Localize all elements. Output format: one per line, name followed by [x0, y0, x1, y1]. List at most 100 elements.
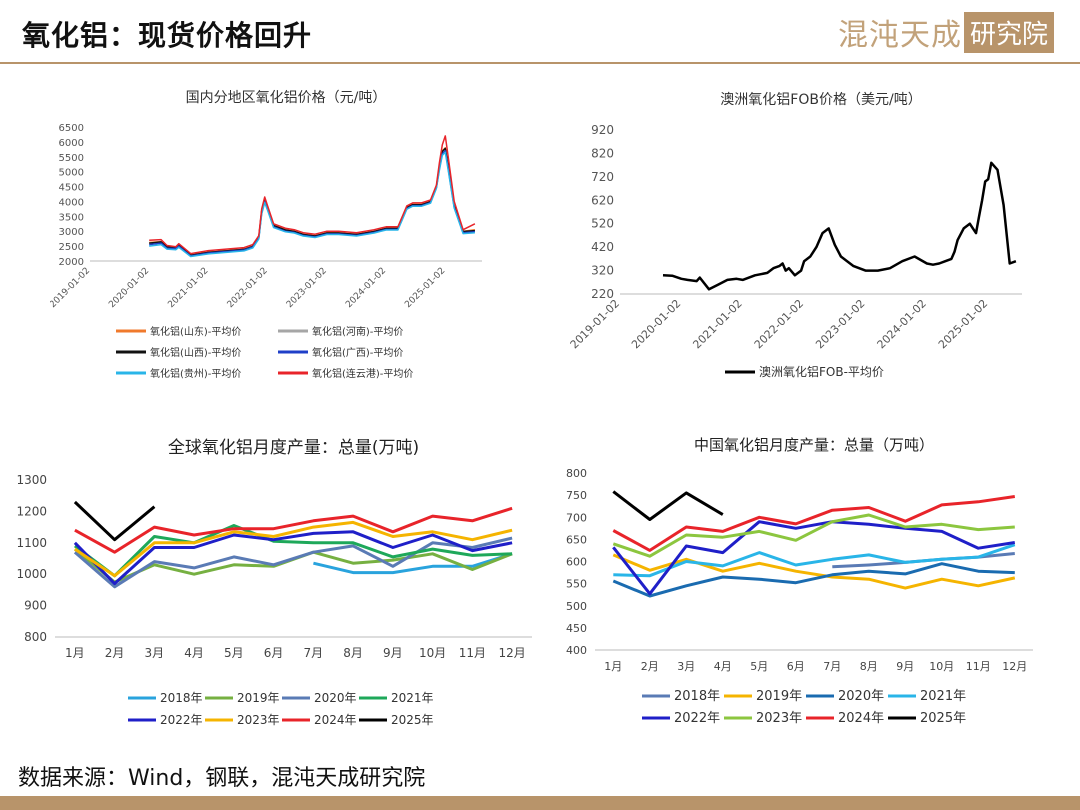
legend-label: 2022年 [160, 713, 203, 727]
y-tick-label: 6000 [59, 138, 84, 149]
series-line [662, 161, 1017, 291]
y-tick-label: 520 [591, 217, 614, 231]
y-tick-label: 800 [24, 630, 47, 644]
series-line [149, 150, 475, 257]
x-tick-label: 5月 [224, 646, 244, 660]
x-tick-label: 11月 [966, 660, 991, 673]
series-line [612, 520, 1016, 596]
y-tick-label: 900 [24, 599, 47, 613]
y-tick-label: 920 [591, 123, 614, 137]
x-tick-label: 2021-01-02 [166, 266, 210, 310]
x-tick-label: 6月 [787, 660, 805, 673]
series-line [73, 524, 513, 578]
x-tick-label: 12月 [498, 646, 525, 660]
x-tick-label: 7月 [823, 660, 841, 673]
legend-label: 2025年 [391, 713, 434, 727]
y-tick-label: 720 [591, 170, 614, 184]
y-tick-label: 320 [591, 264, 614, 278]
y-tick-label: 1200 [16, 504, 47, 518]
series-line [74, 506, 513, 554]
x-tick-label: 9月 [383, 646, 403, 660]
y-tick-label: 820 [591, 146, 614, 160]
x-tick-label: 1月 [65, 646, 85, 660]
legend-label: 2021年 [920, 689, 966, 704]
china-output-chart: 中国氧化铝月度产量：总量（万吨） 400 450 500 550 600 650 700 750… [566, 436, 1033, 726]
x-tick-label: 10月 [419, 646, 446, 660]
x-tick-label: 4月 [714, 660, 732, 673]
chart-title: 中国氧化铝月度产量：总量（万吨） [694, 436, 934, 454]
y-tick-label: 2000 [59, 257, 84, 268]
x-tick-label: 8月 [860, 660, 878, 673]
x-tick-label: 2020-01-02 [107, 266, 151, 310]
x-tick-label: 2023-01-02 [285, 266, 329, 310]
legend-label: 氧化铝(广西)-平均价 [312, 346, 403, 359]
x-tick-label: 10月 [929, 660, 954, 673]
series-line [612, 553, 1016, 590]
x-tick-label: 2025-01-02 [936, 297, 990, 351]
x-tick-label: 6月 [264, 646, 284, 660]
legend-label: 2021年 [391, 691, 434, 705]
legend-label: 2022年 [674, 711, 720, 726]
series-line [73, 500, 156, 542]
brand-logo: 混沌天成 研究院 [838, 10, 1054, 54]
x-tick-label: 3月 [677, 660, 695, 673]
x-tick-label: 3月 [145, 646, 165, 660]
data-source: 数据来源：Wind，钢联，混沌天成研究院 [18, 766, 426, 791]
x-tick-label: 1月 [604, 660, 622, 673]
y-tick-label: 600 [566, 556, 587, 569]
x-tick-label: 4月 [184, 646, 204, 660]
series-line [313, 552, 513, 575]
legend-label: 澳洲氧化铝FOB-平均价 [759, 364, 884, 379]
page-title: 氧化铝：现货价格回升 [22, 19, 313, 52]
header-divider [0, 62, 1080, 64]
x-tick-label: 11月 [459, 646, 486, 660]
legend-label: 2024年 [314, 713, 357, 727]
series-line [612, 562, 1015, 598]
x-tick-label: 12月 [1002, 660, 1027, 673]
x-tick-label: 2021-01-02 [690, 297, 744, 351]
series-line [73, 536, 513, 589]
chart-title: 国内分地区氧化铝价格（元/吨） [186, 90, 387, 106]
legend-label: 氧化铝(连云港)-平均价 [312, 367, 413, 380]
y-tick-label: 400 [566, 644, 587, 657]
legend-label: 2020年 [314, 691, 357, 705]
legend-label: 氧化铝(河南)-平均价 [312, 325, 403, 338]
y-tick-label: 220 [591, 287, 614, 301]
x-tick-label: 2019-01-02 [50, 266, 92, 310]
y-tick-label: 6500 [59, 123, 84, 134]
series-line [149, 151, 475, 258]
y-tick-label: 620 [591, 193, 614, 207]
y-tick-label: 2500 [59, 242, 84, 253]
series-line [74, 520, 513, 578]
legend-label: 2025年 [920, 711, 966, 726]
series-line [73, 530, 513, 586]
x-tick-label: 2022-01-02 [226, 266, 270, 310]
y-tick-label: 5500 [59, 153, 84, 164]
legend-label: 2018年 [160, 691, 203, 705]
x-tick-label: 9月 [896, 660, 914, 673]
x-tick-label: 5月 [750, 660, 768, 673]
legend-label: 2019年 [756, 689, 802, 704]
x-tick-label: 2022-01-02 [752, 297, 806, 351]
y-tick-label: 650 [566, 533, 587, 546]
series-line [149, 135, 476, 255]
y-tick-label: 4500 [59, 183, 84, 194]
logo-box-text: 研究院 [963, 11, 1054, 53]
legend-label: 2020年 [838, 689, 884, 704]
y-tick-label: 3000 [59, 227, 84, 238]
x-tick-label: 2025-01-02 [403, 266, 447, 310]
y-tick-label: 1000 [16, 567, 47, 581]
y-tick-label: 800 [566, 467, 587, 480]
y-tick-label: 450 [566, 622, 587, 635]
domestic-price-chart: 国内分地区氧化铝价格（元/吨） 2000 2500 3000 3500 4000 4500 5… [50, 90, 482, 380]
series-line [612, 513, 1015, 558]
x-tick-label: 7月 [304, 646, 324, 660]
y-tick-label: 750 [566, 489, 587, 502]
y-tick-label: 3500 [59, 212, 84, 223]
y-tick-label: 4000 [59, 197, 84, 208]
chart-title: 澳洲氧化铝FOB价格（美元/吨） [720, 92, 921, 108]
legend-label: 2018年 [674, 689, 720, 704]
y-tick-label: 550 [566, 578, 587, 591]
legend-label: 2019年 [237, 691, 280, 705]
legend-label: 氧化铝(山东)-平均价 [150, 325, 241, 338]
